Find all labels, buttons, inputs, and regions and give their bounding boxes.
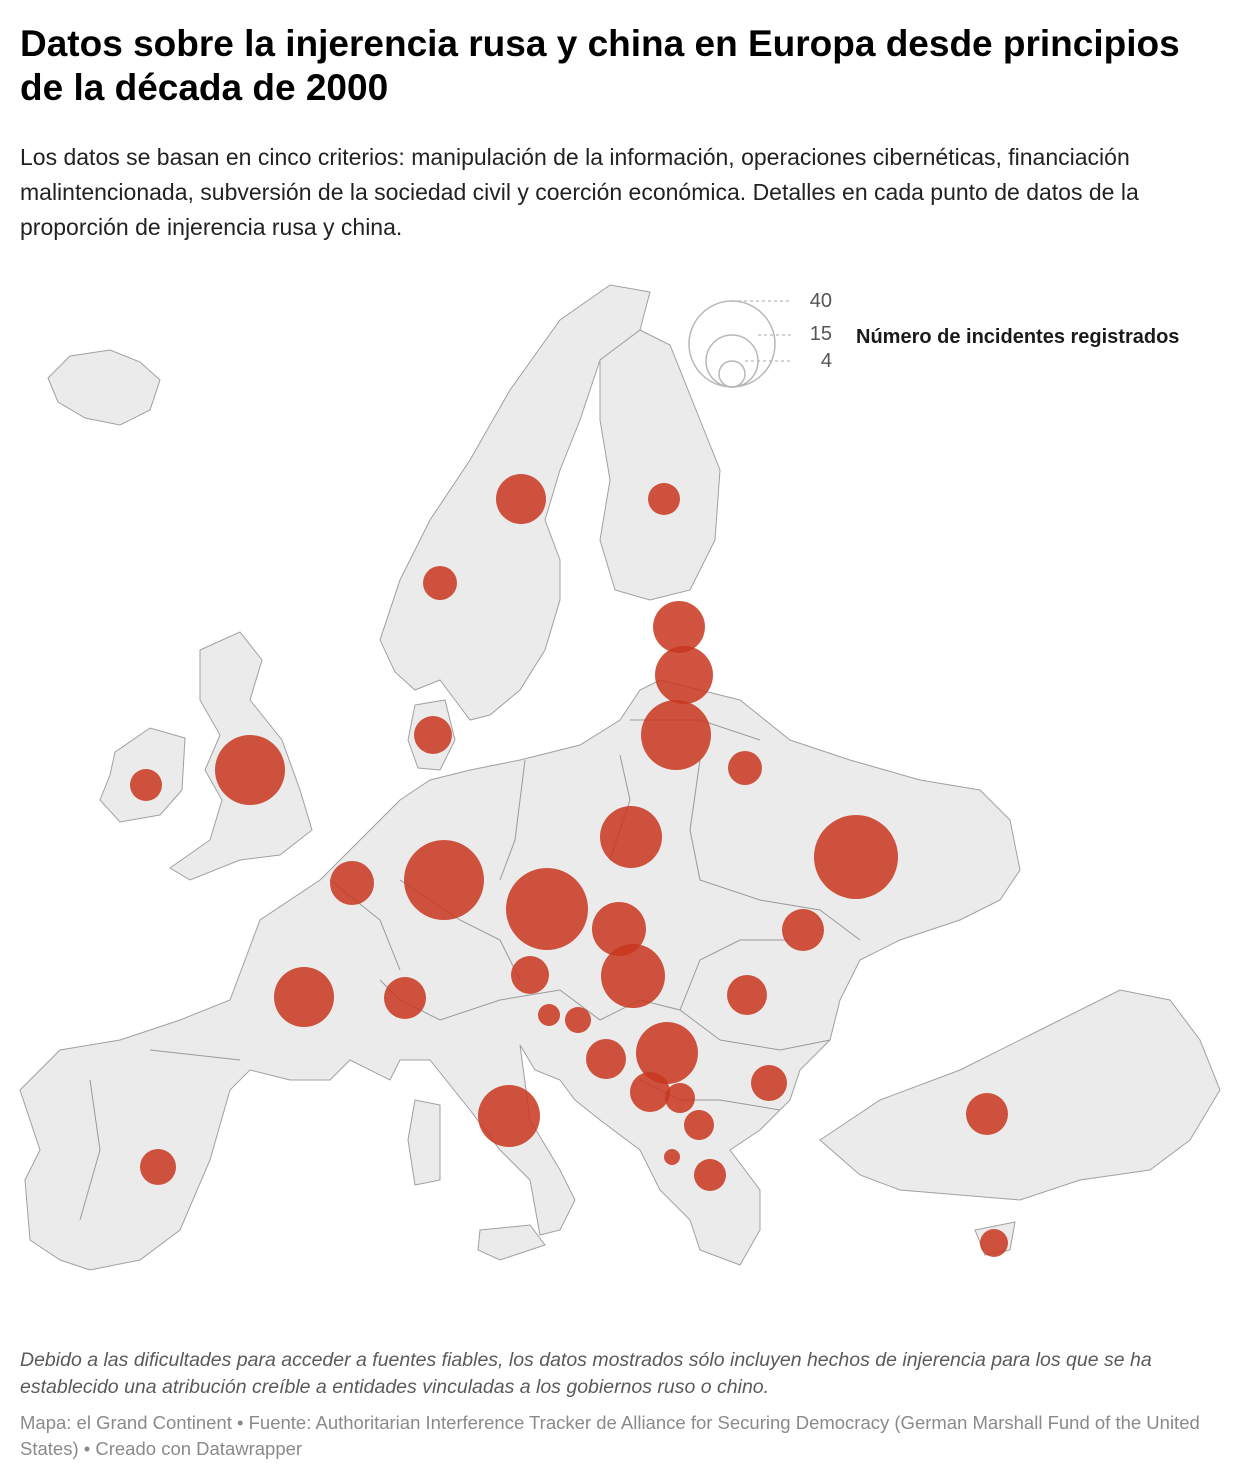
land-sardinia [407,1099,441,1186]
legend-value-4: 4 [820,350,832,372]
footer-separator-1: • [231,1412,249,1433]
legend-circle-4 [718,360,746,388]
bubble-united-kingdom[interactable] [215,735,285,805]
bubble-denmark[interactable] [414,716,452,754]
bubble-germany[interactable] [404,840,484,920]
bubble-montenegro[interactable] [630,1072,670,1112]
bubble-poland[interactable] [600,806,662,868]
legend-value-40: 40 [809,290,832,312]
incident-bubbles [130,474,1008,1257]
legend-value-15: 15 [809,323,832,345]
created-with: Creado con Datawrapper [95,1438,303,1459]
chart-subtitle: Los datos se basan en cinco criterios: m… [20,144,1139,240]
chart-footer: Mapa: el Grand Continent • Fuente: Autho… [20,1410,1220,1462]
size-legend [688,300,776,388]
bubble-latvia[interactable] [655,646,713,704]
bubble-czechia[interactable] [506,868,588,950]
bubble-kosovo[interactable] [665,1083,695,1113]
bubble-ireland[interactable] [130,769,162,801]
bubble-moldova[interactable] [782,909,824,951]
land-finland [599,329,721,601]
bubble-sweden[interactable] [496,474,546,524]
bubble-bulgaria[interactable] [751,1065,787,1101]
chart-notes: Debido a las dificultades para acceder a… [20,1349,1152,1398]
source-credit: Fuente: Authoritarian Interference Track… [20,1412,1200,1459]
bubble-france[interactable] [274,967,334,1027]
bubble-slovenia[interactable] [538,1004,560,1026]
bubble-italy[interactable] [478,1085,540,1147]
bubble-austria[interactable] [511,956,549,994]
chart-title: Datos sobre la injerencia rusa y china e… [20,23,1180,108]
bubble-greece[interactable] [694,1159,726,1191]
bubble-croatia[interactable] [565,1007,591,1033]
land-turkey [819,989,1221,1201]
legend-title: Número de incidentes registrados [856,326,1180,348]
legend-leaders [732,300,792,362]
legend-circle-40 [688,300,776,388]
bubble-romania[interactable] [727,975,767,1015]
bubble-estonia[interactable] [653,601,705,653]
bubble-north-macedonia[interactable] [684,1110,714,1140]
land-sicily [477,1224,546,1261]
bubble-finland[interactable] [648,483,680,515]
bubble-serbia[interactable] [636,1022,698,1084]
bubble-hungary[interactable] [601,944,665,1008]
land-iceland [47,349,161,426]
bubble-iceland-region[interactable] [423,566,457,600]
bubble-turkey[interactable] [966,1093,1008,1135]
bubble-lithuania[interactable] [641,700,711,770]
map-credit: Mapa: el Grand Continent [20,1412,232,1433]
bubble-spain[interactable] [140,1149,176,1185]
bubble-switzerland[interactable] [384,977,426,1019]
bubble-belarus[interactable] [728,751,762,785]
bubble-netherlands-belgium[interactable] [330,861,374,905]
bubble-slovakia[interactable] [592,902,646,956]
bubble-bosnia[interactable] [586,1039,626,1079]
bubble-cyprus[interactable] [980,1229,1008,1257]
bubble-albania[interactable] [664,1149,680,1165]
bubble-ukraine[interactable] [814,815,898,899]
footer-separator-2: • [78,1438,96,1459]
